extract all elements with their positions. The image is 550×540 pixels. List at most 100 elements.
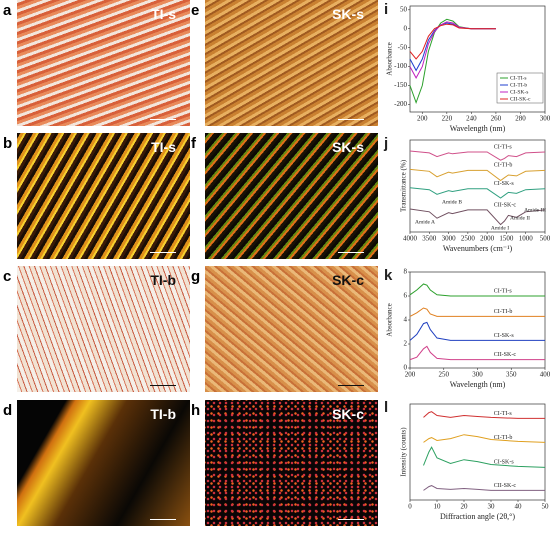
y-tick-label: 8 [404, 268, 408, 276]
scale-bar [338, 252, 364, 253]
series-label: CI-SK-s [494, 181, 515, 187]
series-label: CII-SK-c [494, 352, 517, 358]
micrograph-caption: TI-b [150, 406, 176, 422]
x-tick-label: 300 [472, 371, 483, 379]
series-line [409, 23, 496, 60]
annotation: Amide II [510, 215, 530, 221]
micrograph-caption: SK-c [332, 272, 364, 288]
annotation: Amide III [524, 207, 546, 213]
y-axis-label: Absorbance [386, 42, 394, 75]
panel-letter: d [3, 402, 13, 419]
series-line [409, 187, 546, 199]
x-tick-label: 3000 [442, 235, 457, 243]
x-tick-label: 30 [488, 503, 496, 511]
y-tick-label: 6 [404, 292, 408, 300]
y-tick-label: 50 [400, 5, 408, 13]
plot-frame [409, 271, 546, 369]
series-line [423, 446, 546, 468]
micrograph: TI-b [17, 400, 190, 526]
panel-letter: c [3, 268, 12, 285]
micrograph: SK-c [205, 266, 378, 392]
annotation: Amide A [415, 219, 435, 225]
x-axis-label: Diffraction angle (2θ,°) [440, 512, 515, 521]
series-line [409, 18, 496, 104]
panel-letter: g [191, 268, 201, 285]
x-tick-label: 300 [540, 115, 550, 123]
series-line [423, 434, 546, 443]
series-label: CI-TI-b [494, 309, 513, 315]
panel-letter: h [191, 402, 201, 419]
micrograph: SK-c [205, 400, 378, 526]
legend-label: CI-TI-s [510, 75, 527, 81]
series-label: CII-SK-c [494, 483, 517, 489]
y-tick-label: 0 [404, 24, 408, 32]
x-tick-label: 2000 [480, 235, 495, 243]
legend-label: CII-SK-c [510, 96, 531, 102]
x-tick-label: 0 [408, 503, 412, 511]
series-label: CI-SK-s [494, 460, 515, 466]
series-label: CI-TI-s [494, 411, 513, 417]
plot-frame [409, 139, 546, 233]
y-axis-label: Absorbance [386, 303, 394, 336]
y-tick-label: 2 [404, 340, 408, 348]
series-line [409, 345, 545, 361]
panel-letter: e [191, 2, 200, 19]
x-axis-label: Wavenumbers (cm⁻¹) [443, 244, 513, 253]
series-label: CI-TI-b [494, 435, 513, 441]
x-tick-label: 1000 [519, 235, 534, 243]
x-tick-label: 350 [506, 371, 517, 379]
x-tick-label: 260 [491, 115, 502, 123]
x-tick-label: 280 [515, 115, 526, 123]
panel-letter: l [384, 399, 388, 416]
y-axis-label: Transmittance (%) [400, 159, 408, 212]
x-tick-label: 50 [542, 503, 550, 511]
series-label: CI-TI-s [494, 144, 513, 150]
micrograph: TI-s [17, 133, 190, 259]
panel-letter: f [191, 135, 196, 152]
series-label: CII-SK-c [494, 202, 517, 208]
series-label: CI-TI-b [494, 163, 513, 169]
x-tick-label: 250 [439, 371, 450, 379]
micrograph-caption: SK-s [332, 139, 364, 155]
panel-letter: i [384, 1, 388, 18]
y-tick-label: 4 [404, 316, 408, 324]
x-tick-label: 200 [417, 115, 428, 123]
series-line [409, 208, 546, 226]
y-tick-label: -100 [394, 62, 407, 70]
scale-bar [150, 519, 176, 520]
panel-letter: k [384, 267, 393, 284]
x-axis-label: Wavelength (nm) [450, 380, 506, 389]
series-line [423, 485, 545, 491]
annotation: Amide B [442, 199, 462, 205]
micrograph: TI-b [17, 266, 190, 392]
micrograph: SK-s [205, 0, 378, 126]
series-label: CI-TI-s [494, 288, 513, 294]
x-tick-label: 200 [405, 371, 416, 379]
scale-bar [338, 385, 364, 386]
plot-frame [409, 403, 546, 501]
y-tick-label: -150 [394, 81, 407, 89]
micrograph-caption: TI-s [151, 139, 176, 155]
micrograph-caption: TI-s [151, 6, 176, 22]
x-tick-label: 500 [540, 235, 550, 243]
scale-bar [150, 252, 176, 253]
micrograph-caption: SK-s [332, 6, 364, 22]
legend-label: CI-TI-b [510, 82, 527, 88]
scale-bar [338, 519, 364, 520]
x-tick-label: 2500 [461, 235, 476, 243]
series-line [409, 307, 545, 317]
legend-label: CI-SK-s [510, 89, 528, 95]
x-tick-label: 1500 [499, 235, 514, 243]
x-tick-label: 20 [461, 503, 469, 511]
series-line [409, 283, 545, 297]
x-tick-label: 220 [442, 115, 453, 123]
series-line [423, 411, 545, 419]
y-tick-label: 0 [404, 364, 408, 372]
x-tick-label: 400 [540, 371, 550, 379]
micrograph: SK-s [205, 133, 378, 259]
annotation: Amide I [491, 225, 509, 231]
panel-letter: a [3, 2, 12, 19]
series-line [409, 150, 546, 161]
